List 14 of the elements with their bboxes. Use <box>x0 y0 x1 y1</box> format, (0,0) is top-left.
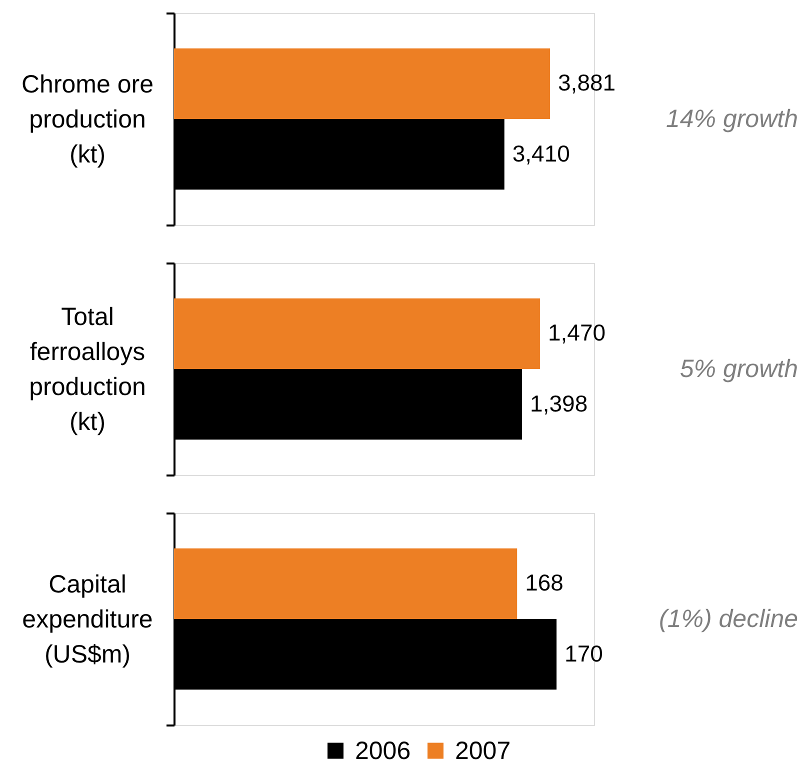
data-label: 3,410 <box>512 140 570 166</box>
data-label: 3,881 <box>558 70 616 96</box>
data-label: 1,470 <box>548 320 606 346</box>
text: 14% growth <box>666 105 798 133</box>
y-tick-label: Capital expenditure (US$m) <box>22 570 153 668</box>
text: 5% growth <box>680 355 798 383</box>
y-tick-label: Chrome ore production (kt) <box>22 70 154 168</box>
y-tick-label: Total ferroalloys production (kt) <box>29 303 146 436</box>
data-label: 168 <box>525 570 564 596</box>
legend-label: 2006 <box>355 736 411 763</box>
data-label: 170 <box>564 640 603 666</box>
text: (1%) decline <box>659 605 798 633</box>
data-label: 1,398 <box>530 390 588 416</box>
legend-label: 2007 <box>455 736 511 763</box>
